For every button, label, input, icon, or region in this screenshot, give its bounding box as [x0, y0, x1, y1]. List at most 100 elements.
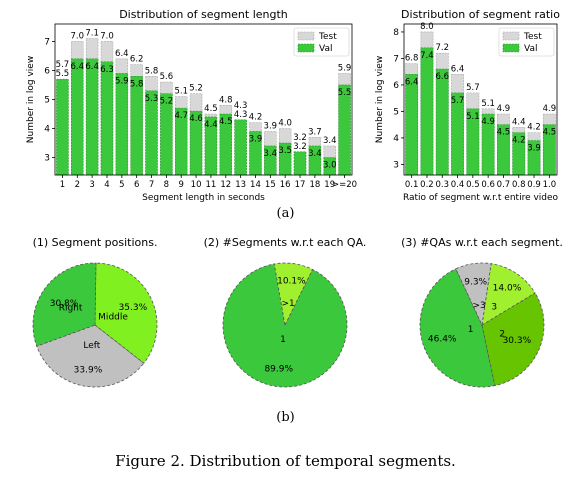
x-tick-label: 6: [134, 180, 139, 190]
x-tick-label: 0.4: [451, 180, 465, 190]
y-axis-label: Number in log view: [26, 56, 36, 143]
x-tick-label: 18: [309, 180, 320, 190]
val-bar: [542, 124, 556, 176]
y-tick-label: 4: [44, 125, 50, 135]
pie-slice: [481, 292, 545, 387]
test-value-label: 4.3: [234, 110, 248, 120]
pie-slice: [36, 324, 145, 388]
test-value-label: 6.2: [130, 55, 144, 65]
test-value-label: 5.1: [481, 99, 495, 109]
val-value-label: 4.5: [543, 128, 557, 138]
test-value-label: 5.2: [189, 84, 203, 94]
x-tick-label: >=20: [332, 180, 357, 190]
val-value-label: 4.7: [174, 111, 188, 121]
y-tick-label: 8: [393, 28, 399, 38]
test-value-label: 7.1: [85, 29, 99, 39]
val-value-label: 6.4: [405, 77, 419, 87]
x-tick-label: 4: [104, 180, 109, 190]
x-tick-label: 14: [250, 180, 261, 190]
pie-percent-label: 46.4%: [428, 334, 457, 344]
val-value-label: 3.4: [264, 149, 278, 159]
x-tick-label: 2: [75, 180, 80, 190]
y-tick-label: 3: [44, 154, 50, 164]
y-axis-label: Number in log view: [375, 56, 385, 143]
x-tick-label: 1: [60, 180, 65, 190]
legend-val-swatch: [297, 43, 315, 53]
test-value-label: 5.1: [174, 87, 188, 97]
x-tick-label: 0.5: [466, 180, 480, 190]
test-value-label: 3.7: [308, 127, 322, 137]
val-value-label: 5.9: [115, 76, 129, 86]
pie-category-label: >1: [281, 299, 294, 309]
x-axis-label: Segment length in seconds: [142, 193, 265, 203]
pie-slice: [94, 262, 158, 364]
x-tick-label: 8: [164, 180, 169, 190]
val-value-label: 4.3: [234, 101, 248, 111]
test-value-label: 4.9: [497, 104, 511, 114]
x-tick-label: 7: [149, 180, 154, 190]
val-value-label: 3.4: [308, 149, 322, 159]
x-tick-label: 1.0: [543, 180, 557, 190]
x-tick-label: 0.6: [481, 180, 495, 190]
x-tick-label: 19: [324, 180, 335, 190]
test-value-label: 5.5: [56, 69, 70, 79]
val-bar: [293, 151, 307, 176]
figure-caption: Figure 2. Distribution of temporal segme…: [115, 452, 456, 470]
x-tick-label: 5: [119, 180, 124, 190]
test-value-label: 7.0: [71, 31, 85, 41]
pie-title: (3) #QAs w.r.t each segment.: [401, 236, 563, 249]
test-value-label: 4.2: [527, 123, 541, 133]
val-value-label: 3.2: [293, 133, 307, 143]
chart-title: Distribution of segment ratio: [401, 8, 560, 21]
x-tick-label: 0.1: [405, 180, 419, 190]
val-value-label: 4.9: [481, 117, 495, 127]
x-tick-label: 9: [179, 180, 184, 190]
val-value-label: 5.3: [145, 94, 159, 104]
test-value-label: 6.4: [115, 49, 129, 59]
subfigure-b-label: (b): [276, 410, 295, 425]
pie-percent-label: 10.1%: [277, 276, 306, 286]
plot-frame: [403, 23, 558, 176]
test-value-label: 5.9: [338, 63, 352, 73]
test-value-label: 6.8: [405, 54, 419, 64]
val-value-label: 4.5: [219, 117, 233, 127]
test-value-label: 5.7: [466, 83, 480, 93]
val-value-label: 4.2: [512, 136, 526, 146]
test-value-label: 8.0: [420, 22, 434, 32]
y-tick-label: 6: [44, 66, 50, 76]
y-tick-label: 7: [393, 54, 399, 64]
pie-slice: [455, 262, 492, 327]
pie-category-label: >3: [472, 301, 485, 311]
plot-frame: [54, 23, 353, 176]
val-bar: [115, 73, 129, 176]
val-value-label: 3.5: [278, 146, 292, 156]
val-bar: [435, 68, 449, 176]
val-bar: [323, 157, 336, 176]
x-tick-label: 11: [206, 180, 217, 190]
val-bar: [100, 61, 114, 176]
x-tick-label: 0.2: [420, 180, 434, 190]
pie-slice: [32, 262, 97, 347]
y-tick-label: 4: [393, 134, 399, 144]
test-value-label: 7.0: [100, 31, 114, 41]
y-tick-label: 3: [393, 160, 399, 170]
val-bar: [130, 75, 143, 176]
x-tick-label: 0.3: [435, 180, 449, 190]
test-value-label: 4.4: [512, 117, 526, 127]
test-value-label: 3.4: [323, 136, 337, 146]
test-value-label: 4.8: [219, 95, 233, 105]
val-value-label: 6.6: [435, 72, 449, 82]
legend-test-swatch: [297, 31, 315, 41]
y-tick-label: 5: [44, 96, 50, 106]
pie-category-label: 3: [491, 303, 497, 313]
x-tick-label: 15: [265, 180, 276, 190]
pie-title: (2) #Segments w.r.t each QA.: [204, 236, 367, 249]
pie-percent-label: 14.0%: [493, 284, 522, 294]
val-value-label: 7.4: [420, 51, 434, 61]
val-value-label: 5.5: [338, 88, 352, 98]
pie-percent-label: 89.9%: [264, 365, 293, 375]
pie-category-label: Right: [59, 304, 83, 314]
legend-test-swatch: [502, 31, 520, 41]
pie-slice: [222, 263, 348, 388]
